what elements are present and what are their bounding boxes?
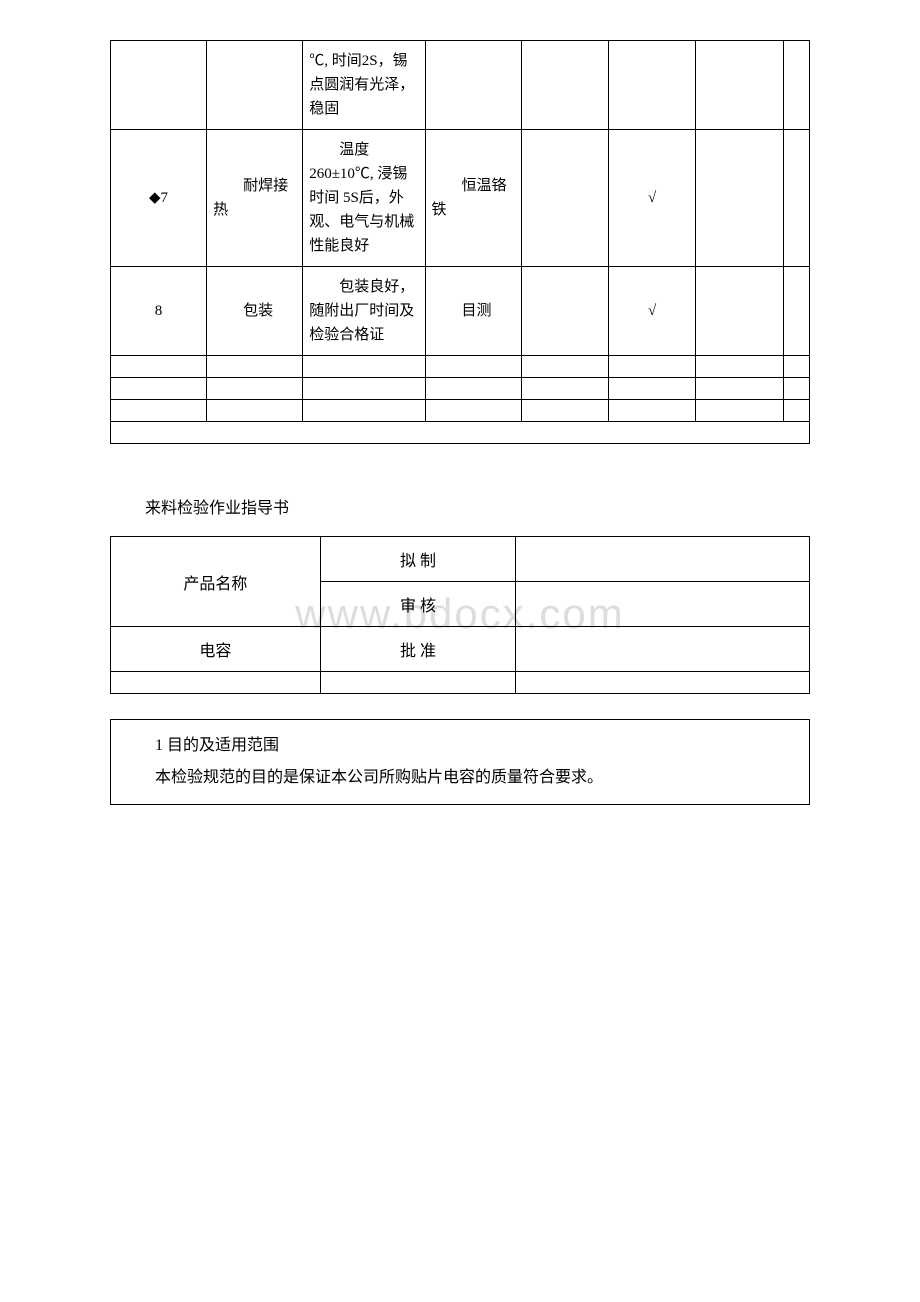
cell-last: [783, 41, 809, 130]
cell-empty: [783, 378, 809, 400]
draft-value: [516, 537, 810, 582]
cell-spec: ℃, 时间2S，锡点圆润有光泽，稳固: [303, 41, 425, 130]
table-row-empty: [111, 356, 810, 378]
cell-num: ◆7: [111, 130, 207, 267]
cell-empty: [516, 672, 810, 694]
cell-check1: [521, 41, 608, 130]
product-label: 产品名称: [111, 537, 321, 627]
cell-empty: [207, 378, 303, 400]
approve-value: [516, 627, 810, 672]
cell-empty: [608, 378, 695, 400]
table-row: 产品名称 拟 制: [111, 537, 810, 582]
cell-last: [783, 267, 809, 356]
cell-empty: [111, 378, 207, 400]
cell-item: 包装: [207, 267, 303, 356]
cell-empty: [320, 672, 516, 694]
cell-check1: [521, 267, 608, 356]
cell-empty: [696, 356, 783, 378]
cell-empty: [608, 400, 695, 422]
cell-check2: [608, 41, 695, 130]
approve-label: 批 准: [320, 627, 516, 672]
table-row: ℃, 时间2S，锡点圆润有光泽，稳固: [111, 41, 810, 130]
cell-empty: [696, 400, 783, 422]
cell-item: [207, 41, 303, 130]
purpose-title: 1 目的及适用范围: [123, 730, 797, 762]
cell-method: 目测: [425, 267, 521, 356]
cell-empty: [696, 378, 783, 400]
cell-method: [425, 41, 521, 130]
table-row: 1 目的及适用范围 本检验规范的目的是保证本公司所购贴片电容的质量符合要求。: [111, 720, 810, 805]
table-row-empty: [111, 672, 810, 694]
cell-check1: [521, 130, 608, 267]
cell-num: [111, 41, 207, 130]
cell-empty: [608, 356, 695, 378]
purpose-table: 1 目的及适用范围 本检验规范的目的是保证本公司所购贴片电容的质量符合要求。: [110, 719, 810, 805]
cell-remark: [696, 130, 783, 267]
cell-num: 8: [111, 267, 207, 356]
review-value: [516, 582, 810, 627]
cell-empty: [521, 356, 608, 378]
table-row-footer: [111, 422, 810, 444]
header-table: 产品名称 拟 制 审 核 电容 批 准: [110, 536, 810, 694]
cell-item: 耐焊接热: [207, 130, 303, 267]
section-title: 来料检验作业指导书: [145, 494, 810, 518]
cell-check2: √: [608, 130, 695, 267]
review-label: 审 核: [320, 582, 516, 627]
cell-empty: [207, 400, 303, 422]
cell-empty: [111, 356, 207, 378]
cell-empty: [783, 356, 809, 378]
cell-spec: 包装良好，随附出厂时间及检验合格证: [303, 267, 425, 356]
cell-last: [783, 130, 809, 267]
cell-empty: [303, 356, 425, 378]
cell-empty: [111, 672, 321, 694]
table-row-empty: [111, 400, 810, 422]
cell-empty: [521, 378, 608, 400]
table-row: 8 包装 包装良好，随附出厂时间及检验合格证 目测 √: [111, 267, 810, 356]
cell-method: 恒温铬铁: [425, 130, 521, 267]
cell-empty: [303, 378, 425, 400]
purpose-text: 本检验规范的目的是保证本公司所购贴片电容的质量符合要求。: [123, 762, 797, 794]
cell-empty: [783, 400, 809, 422]
product-name: 电容: [111, 627, 321, 672]
cell-empty: [303, 400, 425, 422]
cell-check2: √: [608, 267, 695, 356]
table-row: 电容 批 准: [111, 627, 810, 672]
cell-empty: [111, 400, 207, 422]
inspection-table: ℃, 时间2S，锡点圆润有光泽，稳固 ◆7 耐焊接热 温度260±10℃, 浸锡…: [110, 40, 810, 444]
cell-empty: [425, 378, 521, 400]
cell-footer: [111, 422, 810, 444]
table-row: ◆7 耐焊接热 温度260±10℃, 浸锡时间 5S后，外观、电气与机械性能良好…: [111, 130, 810, 267]
cell-empty: [207, 356, 303, 378]
cell-remark: [696, 41, 783, 130]
cell-empty: [425, 400, 521, 422]
cell-empty: [425, 356, 521, 378]
purpose-cell: 1 目的及适用范围 本检验规范的目的是保证本公司所购贴片电容的质量符合要求。: [111, 720, 810, 805]
draft-label: 拟 制: [320, 537, 516, 582]
cell-remark: [696, 267, 783, 356]
cell-spec: 温度260±10℃, 浸锡时间 5S后，外观、电气与机械性能良好: [303, 130, 425, 267]
cell-empty: [521, 400, 608, 422]
table-row-empty: [111, 378, 810, 400]
